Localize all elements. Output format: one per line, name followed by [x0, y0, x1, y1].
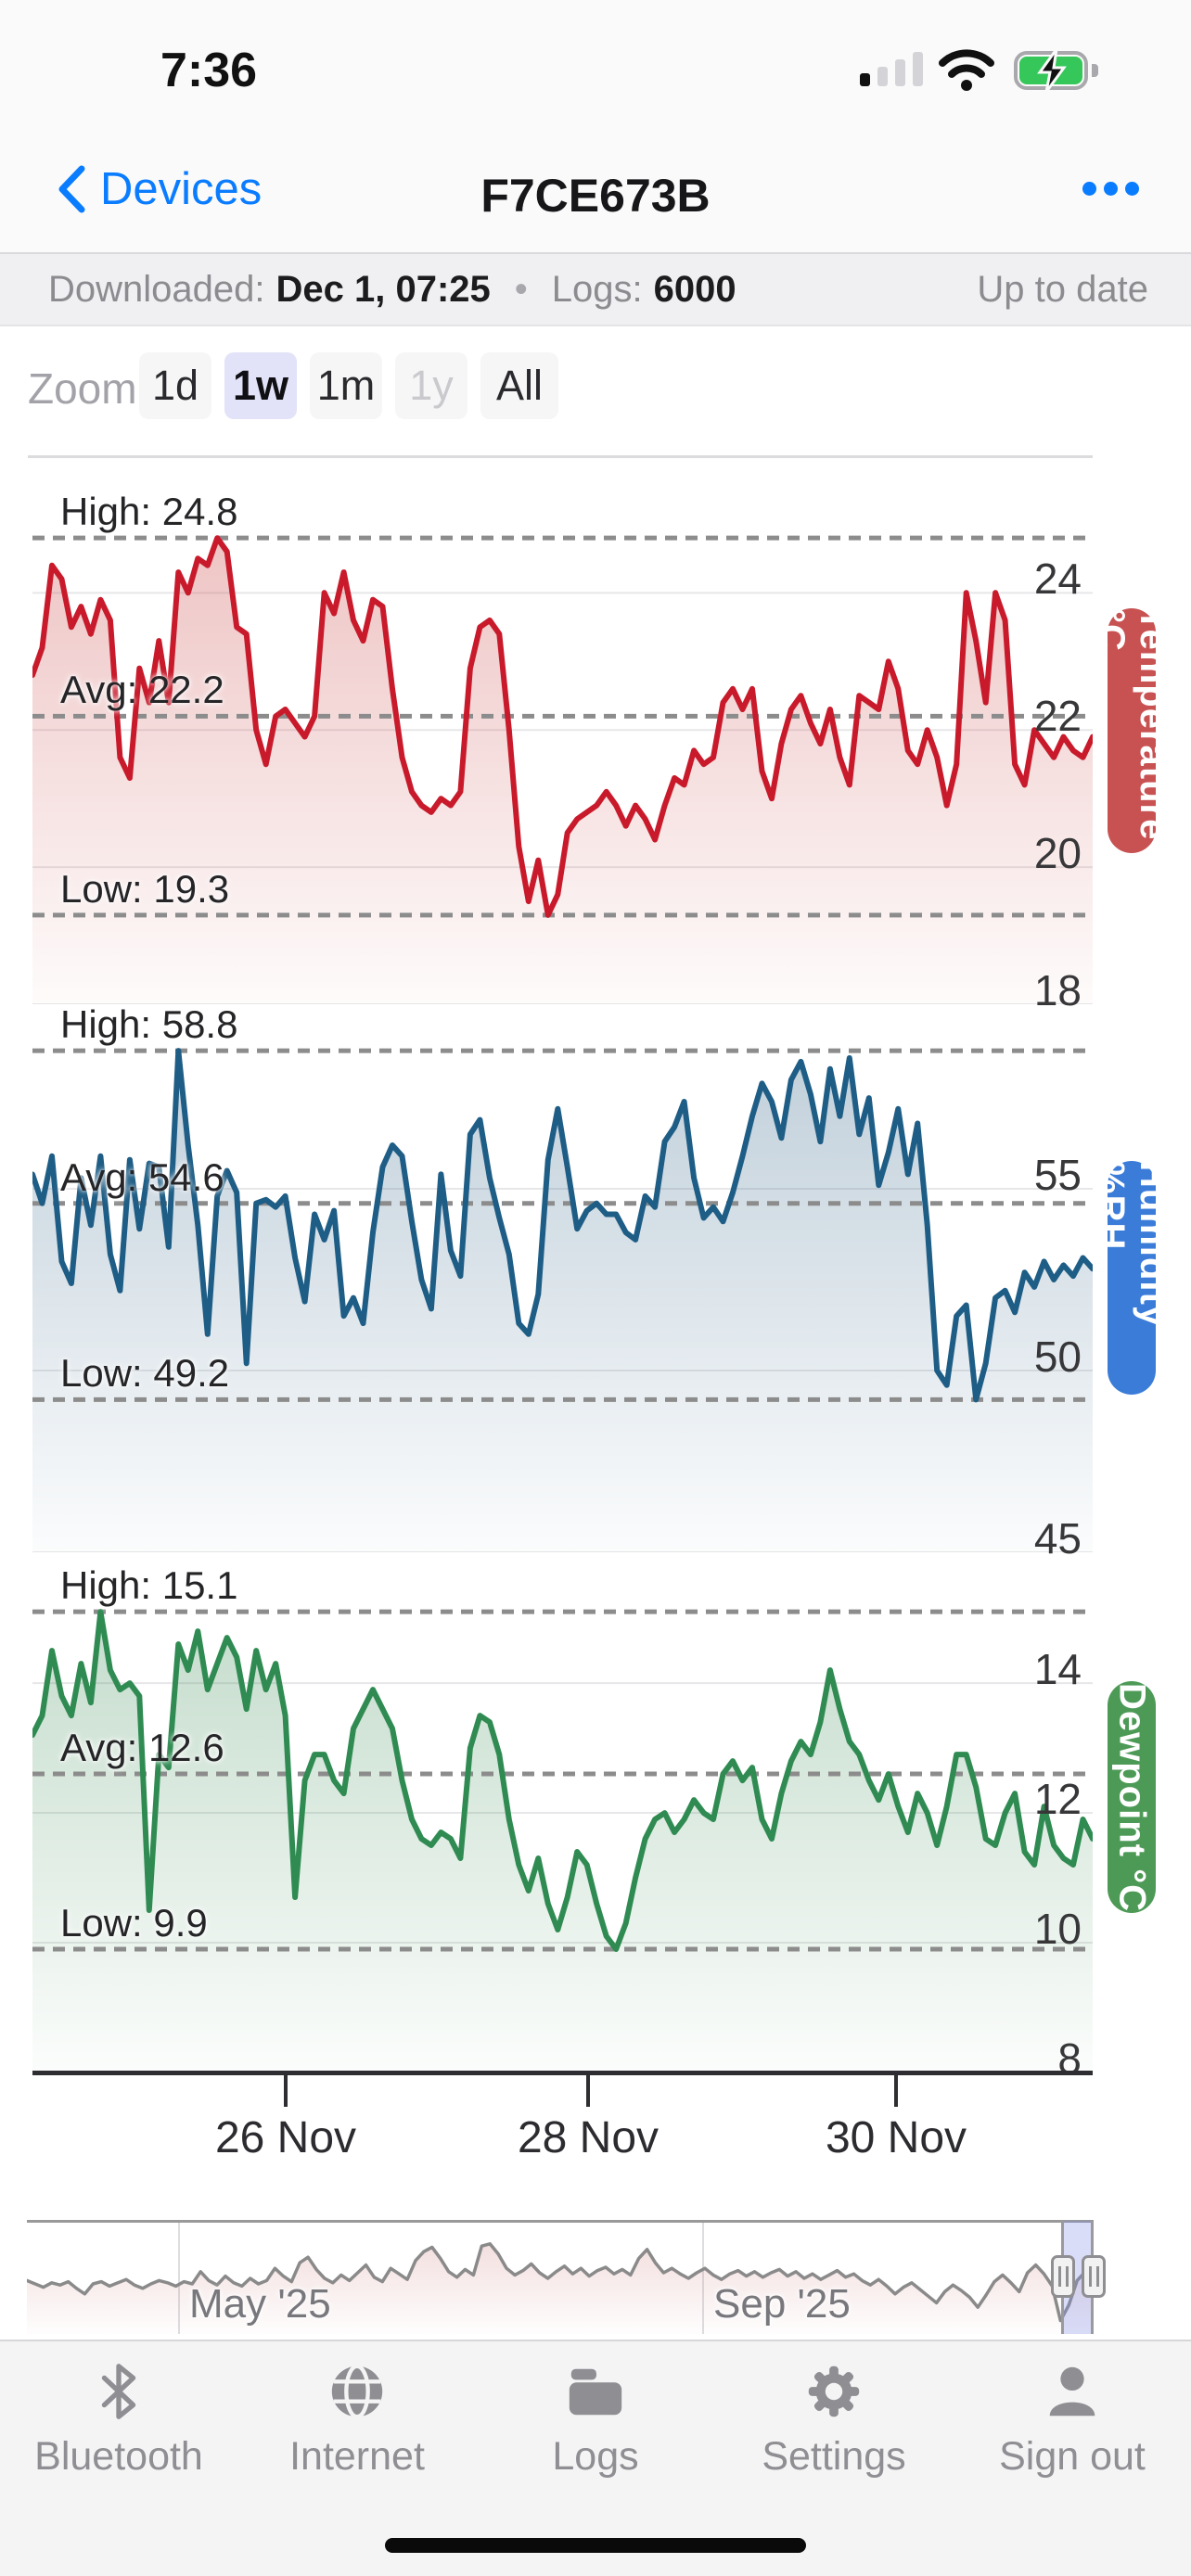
separator-dot: •: [514, 268, 528, 310]
tab-bluetooth[interactable]: Bluetooth: [17, 2360, 221, 2480]
x-axis-line: [32, 2071, 1093, 2075]
dewpoint-stat-label: Low: 9.9: [60, 1901, 208, 1945]
y-axis-tick-label: 10: [1033, 1905, 1082, 1954]
zoom-button-1d[interactable]: 1d: [139, 352, 211, 419]
x-axis-label: 28 Nov: [517, 2113, 660, 2162]
dewpoint-axis-badge: Dewpoint °C: [1108, 1681, 1156, 1913]
y-axis-tick-label: 18: [1033, 966, 1082, 1014]
globe-icon: [331, 2364, 383, 2419]
x-axis-tick: [284, 2075, 288, 2107]
logs-count: 6000: [653, 268, 736, 310]
gear-icon: [808, 2366, 860, 2417]
navigator-axis-label: Sep '25: [713, 2281, 851, 2327]
zoom-button-1w[interactable]: 1w: [224, 352, 297, 419]
tab-settings[interactable]: Settings: [732, 2360, 936, 2480]
person-icon: [1049, 2366, 1095, 2417]
temperature-stat-label: High: 24.8: [60, 490, 238, 534]
tab-logs[interactable]: Logs: [493, 2360, 698, 2480]
x-axis-label: 30 Nov: [825, 2113, 967, 2162]
menu-dot: [1125, 182, 1139, 196]
temperature-chart[interactable]: [30, 483, 1095, 1005]
y-axis-tick-label: 20: [1033, 829, 1082, 878]
tab-label: Sign out: [999, 2434, 1146, 2479]
menu-dot: [1104, 182, 1118, 196]
home-indicator[interactable]: [385, 2538, 806, 2553]
navigator-chart[interactable]: [25, 2223, 1095, 2334]
tab-bar: Bluetooth Internet Logs Settings: [0, 2340, 1191, 2576]
y-axis-tick-label: 8: [1057, 2034, 1082, 2083]
tab-internet[interactable]: Internet: [255, 2360, 459, 2480]
status-time: 7:36: [160, 44, 258, 97]
folder-icon: [569, 2368, 622, 2416]
downloaded-value: Dec 1, 07:25: [275, 268, 491, 310]
zoom-button-all[interactable]: All: [480, 352, 558, 419]
logs-label: Logs:: [551, 268, 643, 310]
menu-dot: [1082, 182, 1096, 196]
bluetooth-icon: [101, 2364, 136, 2419]
chevron-left-icon: [58, 165, 85, 213]
tab-label: Logs: [552, 2434, 639, 2479]
navigator-right-handle[interactable]: [1082, 2255, 1106, 2298]
y-axis-tick-label: 22: [1033, 692, 1082, 741]
tab-label: Settings: [762, 2434, 906, 2479]
humidity-stat-label: Avg: 54.6: [60, 1154, 224, 1199]
y-axis-tick-label: 24: [1033, 555, 1082, 604]
humidity-stat-label: High: 58.8: [60, 1002, 238, 1047]
y-axis-tick-label: 45: [1033, 1514, 1082, 1562]
tab-sign-out[interactable]: Sign out: [970, 2360, 1174, 2480]
y-axis-tick-label: 14: [1033, 1645, 1082, 1694]
humidity-stat-label: Low: 49.2: [60, 1351, 230, 1396]
y-axis-tick-label: 55: [1033, 1151, 1082, 1200]
zoom-label: Zoom: [28, 364, 137, 413]
y-axis-tick-label: 50: [1033, 1333, 1082, 1382]
dewpoint-stat-label: Avg: 12.6: [60, 1726, 224, 1770]
navigator-border: [27, 2220, 1094, 2223]
divider: [28, 455, 1093, 458]
tab-label: Internet: [289, 2434, 425, 2479]
humidity-chart[interactable]: [30, 1011, 1095, 1553]
tab-label: Bluetooth: [34, 2434, 203, 2479]
downloaded-label: Downloaded:: [48, 268, 265, 310]
back-button[interactable]: Devices: [56, 163, 262, 215]
up-to-date-status: Up to date: [977, 268, 1148, 310]
temperature-stat-label: Low: 19.3: [60, 866, 230, 911]
zoom-button-1m[interactable]: 1m: [310, 352, 382, 419]
header: 7:36 Devices F7CE673B: [0, 0, 1191, 252]
x-axis-label: 26 Nov: [214, 2113, 357, 2162]
sync-status-bar: Downloaded: Dec 1, 07:25 • Logs: 6000 Up…: [0, 252, 1191, 326]
more-menu-button[interactable]: [1082, 182, 1139, 196]
zoom-button-1y[interactable]: 1y: [395, 352, 467, 419]
dewpoint-stat-label: High: 15.1: [60, 1563, 238, 1608]
back-label: Devices: [100, 164, 263, 214]
temperature-axis-badge: Temperature °C: [1091, 608, 1173, 853]
temperature-stat-label: Avg: 22.2: [60, 668, 224, 712]
navigator-axis-label: May '25: [189, 2281, 331, 2327]
page-title: F7CE673B: [480, 170, 711, 222]
wifi-icon: [939, 49, 994, 91]
humidity-axis-badge: Humidity %RH: [1091, 1161, 1173, 1395]
x-axis-tick: [894, 2075, 898, 2107]
y-axis-tick-label: 12: [1033, 1775, 1082, 1824]
navigator-left-handle[interactable]: [1051, 2255, 1075, 2298]
x-axis-tick: [586, 2075, 590, 2107]
